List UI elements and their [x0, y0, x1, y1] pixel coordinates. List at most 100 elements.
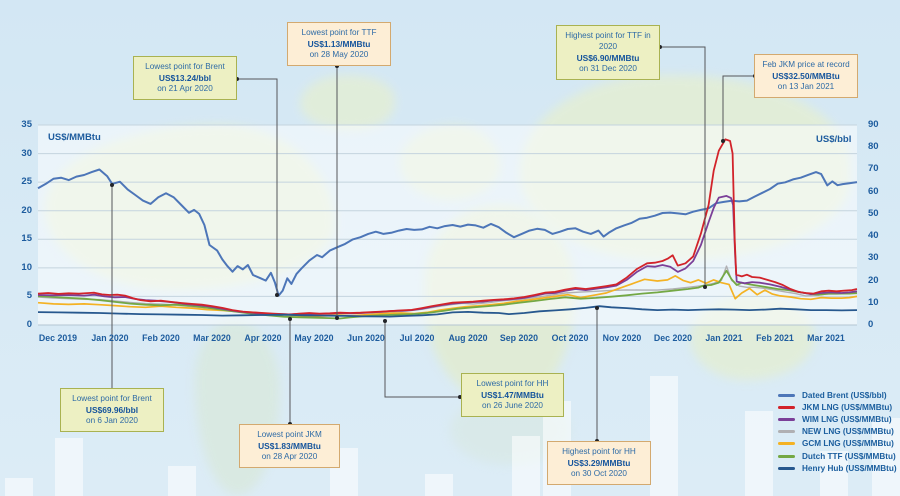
legend-swatch	[778, 417, 795, 421]
y-axis-tick-left: 15	[21, 233, 32, 244]
annotation-node	[721, 139, 725, 143]
legend-swatch	[778, 466, 795, 470]
x-axis-label: Dec 2019	[38, 333, 78, 343]
legend-swatch	[778, 454, 795, 458]
annotation-box-hh-high: Highest point for HH US$3.29/MMBtu on 30…	[547, 441, 651, 485]
legend-label: WIM LNG (US$/MMBtu)	[802, 414, 892, 424]
chart-legend: Dated Brent (US$/bbl) JKM LNG (US$/MMBtu)…	[778, 389, 897, 474]
annotation-box-brent-low: Lowest point for Brent US$13.24/bbl on 2…	[133, 56, 237, 100]
legend-label: NEW LNG (US$/MMBtu)	[802, 427, 894, 437]
series-line	[37, 138, 858, 316]
annotation-title: Lowest point JKM	[257, 430, 322, 439]
annotation-node	[383, 319, 387, 323]
annotation-node	[335, 316, 339, 320]
annotation-value: US$32.50/MMBtu	[772, 70, 840, 81]
legend-label: Henry Hub (US$/MMBtu)	[802, 463, 897, 473]
decorative-bar	[512, 436, 540, 496]
legend-label: Dated Brent (US$/bbl)	[802, 390, 887, 400]
y-axis-tick-right: 10	[868, 297, 879, 308]
y-axis-tick-right: 40	[868, 230, 879, 241]
decorative-bar	[650, 376, 678, 496]
annotation-value: US$69.96/bbl	[85, 404, 139, 415]
x-axis-label: Jun 2020	[347, 333, 385, 343]
annotation-node	[275, 293, 279, 297]
series-line	[37, 269, 858, 320]
annotation-date: on 26 June 2020	[481, 400, 543, 410]
annotation-title: Lowest point for TTF	[301, 28, 377, 37]
y-axis-tick-right: 0	[868, 319, 874, 330]
annotation-date: on 28 Apr 2020	[261, 451, 318, 461]
series-line	[37, 305, 858, 318]
annotation-date: on 28 May 2020	[309, 49, 369, 59]
annotation-date: on 21 Apr 2020	[157, 83, 213, 93]
annotation-node	[703, 285, 707, 289]
x-axis-label: May 2020	[294, 333, 334, 343]
x-axis-label: Sep 2020	[499, 333, 539, 343]
annotation-title: Lowest point for Brent	[145, 62, 225, 71]
legend-swatch	[778, 393, 795, 397]
left-axis-unit-label: US$/MMBtu	[48, 132, 101, 143]
legend-item: JKM LNG (US$/MMBtu)	[778, 401, 897, 413]
decorative-bar	[872, 418, 900, 496]
legend-item: Henry Hub (US$/MMBtu)	[778, 462, 897, 474]
annotation-node	[110, 183, 114, 187]
annotation-title: Highest point for TTF in 2020	[565, 31, 651, 51]
x-axis-label: Oct 2020	[551, 333, 589, 343]
y-axis-tick-right: 50	[868, 208, 879, 219]
y-axis-tick-right: 30	[868, 252, 879, 263]
right-axis-unit-label: US$/bbl	[816, 134, 852, 145]
annotation-date: on 6 Jan 2020	[86, 415, 138, 425]
y-axis-tick-left: 10	[21, 262, 32, 273]
y-axis-tick-left: 25	[21, 176, 32, 187]
x-axis-label: Jan 2021	[705, 333, 743, 343]
annotation-node	[595, 306, 599, 310]
decorative-bar	[425, 474, 453, 496]
series-line	[37, 168, 858, 297]
annotation-value: US$13.24/bbl	[158, 72, 212, 83]
x-axis-label: Jul 2020	[399, 333, 435, 343]
legend-label: GCM LNG (US$/MMBtu)	[802, 439, 894, 449]
annotation-box-jkm-record: Feb JKM price at record US$32.50/MMBtu o…	[754, 54, 858, 98]
y-axis-tick-left: 30	[21, 148, 32, 159]
x-axis-label: Aug 2020	[448, 333, 488, 343]
legend-swatch	[778, 405, 795, 409]
decorative-bar	[168, 466, 196, 496]
annotation-connector	[722, 75, 755, 141]
legend-swatch	[778, 442, 795, 446]
y-axis-tick-left: 35	[21, 119, 32, 130]
annotation-connector	[237, 78, 278, 295]
annotation-value: US$1.83/MMBtu	[258, 440, 321, 451]
annotation-date: on 13 Jan 2021	[777, 81, 835, 91]
annotation-value: US$3.29/MMBtu	[567, 457, 631, 468]
x-axis-label: Jan 2020	[91, 333, 129, 343]
annotation-value: US$6.90/MMBtu	[576, 52, 640, 63]
annotation-box-hh-low: Lowest point for HH US$1.47/MMBtu on 26 …	[461, 373, 564, 417]
x-axis-label: Feb 2020	[142, 333, 180, 343]
legend-item: Dutch TTF (US$/MMBtu)	[778, 450, 897, 462]
annotation-box-ttf-high: Highest point for TTF in 2020 US$6.90/MM…	[556, 25, 660, 80]
annotation-node	[288, 317, 292, 321]
y-axis-tick-left: 0	[26, 319, 32, 330]
x-axis-label: Apr 2020	[244, 333, 282, 343]
annotation-value: US$1.47/MMBtu	[481, 389, 544, 400]
annotation-connector	[660, 46, 706, 287]
annotation-date: on 31 Dec 2020	[579, 63, 637, 73]
decorative-bar	[745, 411, 773, 496]
decorative-bar	[55, 438, 83, 496]
x-axis-label: Dec 2020	[653, 333, 693, 343]
legend-swatch	[778, 430, 795, 434]
annotation-box-brent-jan: Lowest point for Brent US$69.96/bbl on 6…	[60, 388, 164, 432]
annotation-title: Highest point for HH	[562, 447, 636, 456]
annotation-title: Lowest point for Brent	[72, 394, 152, 403]
annotation-title: Feb JKM price at record	[762, 60, 850, 69]
x-axis-label: Feb 2021	[756, 333, 794, 343]
x-axis-label: Mar 2021	[807, 333, 845, 343]
y-axis-tick-right: 90	[868, 119, 879, 130]
y-axis-tick-right: 80	[868, 141, 879, 152]
y-axis-tick-right: 70	[868, 163, 879, 174]
annotation-connector	[384, 321, 460, 398]
y-axis-tick-left: 5	[26, 290, 32, 301]
y-axis-tick-right: 60	[868, 186, 879, 197]
